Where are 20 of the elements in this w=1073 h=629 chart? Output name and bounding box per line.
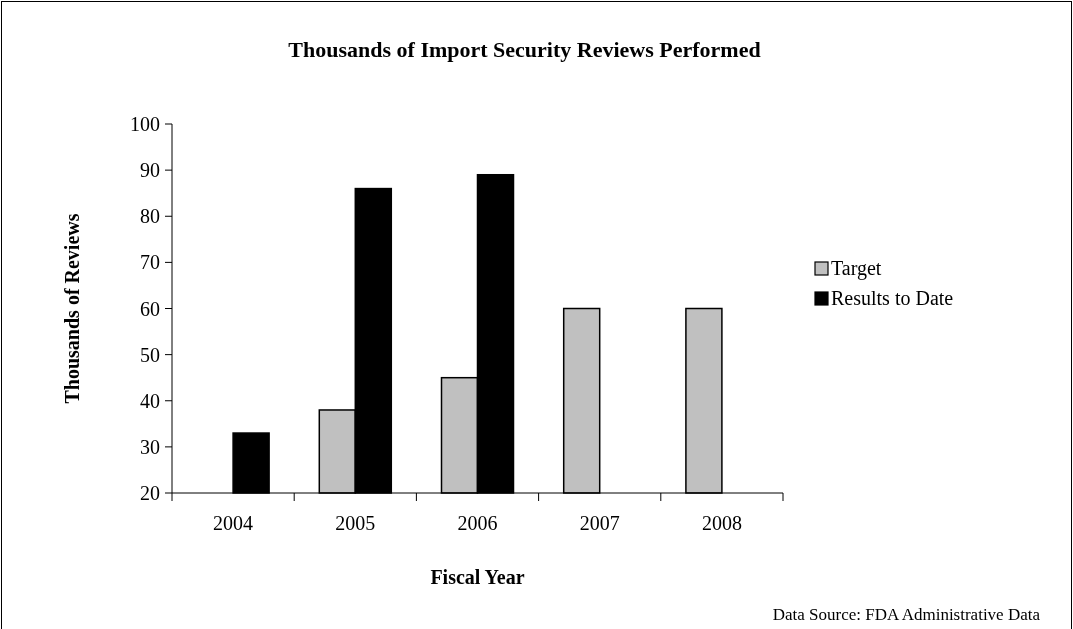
source-note: Data Source: FDA Administrative Data xyxy=(772,605,1041,624)
legend-label: Target xyxy=(831,257,882,280)
x-tick-label: 2004 xyxy=(213,512,254,534)
y-tick-label: 80 xyxy=(140,205,160,228)
y-tick-label: 20 xyxy=(140,482,160,504)
y-tick-label: 40 xyxy=(140,389,160,412)
chart-title: Thousands of Import Security Reviews Performed xyxy=(288,37,761,62)
y-tick-label: 50 xyxy=(140,343,160,366)
y-axis-title: Thousands of Reviews xyxy=(61,213,83,404)
x-tick-label: 2005 xyxy=(335,512,376,534)
x-tick-label: 2007 xyxy=(579,512,620,534)
legend-label: Results to Date xyxy=(831,287,954,309)
x-axis-title: Fiscal Year xyxy=(430,566,525,588)
y-tick-label: 60 xyxy=(140,297,160,320)
y-tick-label: 100 xyxy=(130,113,160,135)
y-tick-label: 90 xyxy=(140,159,160,182)
x-tick-label: 2008 xyxy=(701,512,742,534)
y-tick-label: 70 xyxy=(140,251,160,274)
y-tick-label: 30 xyxy=(140,435,160,458)
x-tick-label: 2006 xyxy=(457,512,498,534)
